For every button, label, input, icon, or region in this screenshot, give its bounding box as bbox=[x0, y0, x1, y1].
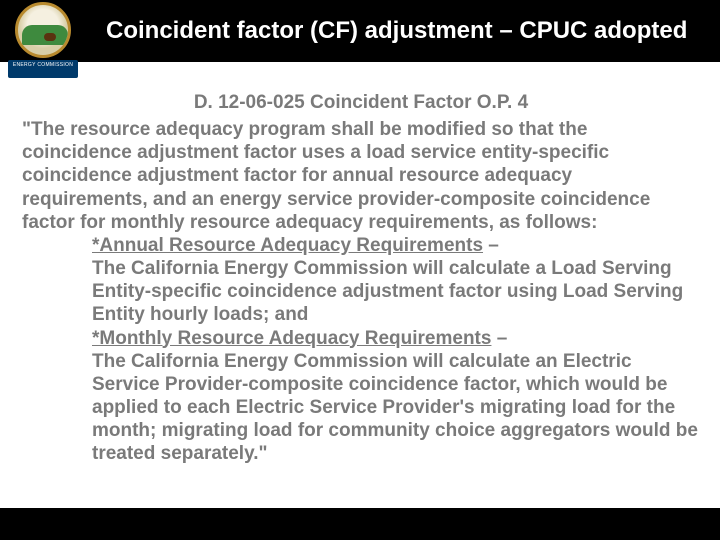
monthly-text: The California Energy Commission will ca… bbox=[92, 350, 700, 466]
cec-logo: ENERGY COMMISSION bbox=[8, 2, 78, 80]
footer-bar bbox=[0, 508, 720, 540]
slide-body: D. 12-06-025 Coincident Factor O.P. 4 "T… bbox=[0, 62, 720, 466]
annual-text: The California Energy Commission will ca… bbox=[92, 257, 700, 327]
slide-title: Coincident factor (CF) adjustment – CPUC… bbox=[106, 17, 687, 45]
monthly-label: *Monthly Resource Adequacy Requirements bbox=[92, 328, 491, 349]
monthly-heading-line: *Monthly Resource Adequacy Requirements … bbox=[92, 327, 700, 350]
annual-dash: – bbox=[483, 235, 499, 256]
monthly-dash: – bbox=[491, 328, 507, 349]
intro-paragraph: "The resource adequacy program shall be … bbox=[22, 118, 700, 234]
header-bar: ENERGY COMMISSION Coincident factor (CF)… bbox=[0, 0, 720, 62]
logo-banner: ENERGY COMMISSION bbox=[8, 60, 78, 78]
state-seal-icon bbox=[15, 2, 71, 58]
document-reference: D. 12-06-025 Coincident Factor O.P. 4 bbox=[22, 92, 700, 114]
annual-heading-line: *Annual Resource Adequacy Requirements – bbox=[92, 234, 700, 257]
annual-label: *Annual Resource Adequacy Requirements bbox=[92, 235, 483, 256]
